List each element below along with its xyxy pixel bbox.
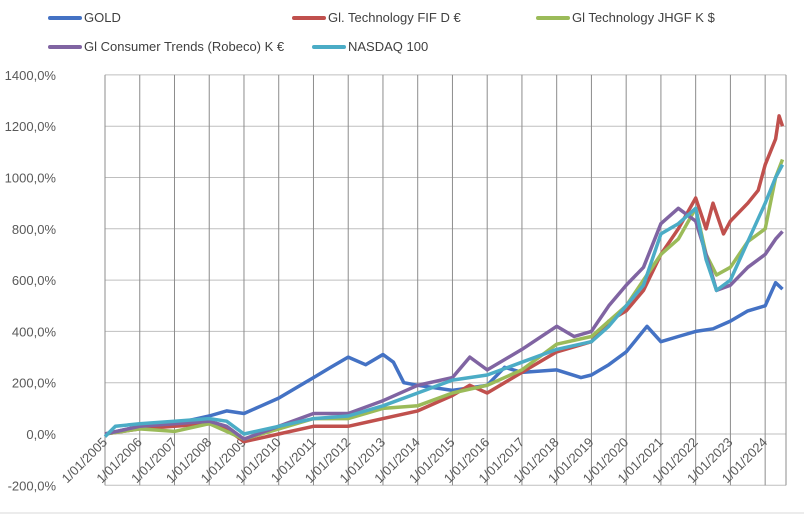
legend-swatch (48, 15, 82, 20)
legend-swatch (312, 44, 346, 49)
y-tick-label: 1000,0% (5, 171, 57, 186)
legend-label: NASDAQ 100 (348, 39, 429, 54)
legend-item-robeco: Gl Consumer Trends (Robeco) K € (48, 39, 284, 54)
legend-label: Gl Consumer Trends (Robeco) K € (84, 39, 285, 54)
legend-label: Gl Technology JHGF K $ (572, 10, 715, 25)
legend-swatch (48, 44, 82, 49)
y-tick-label: 1200,0% (5, 119, 57, 134)
y-tick-label: 200,0% (12, 376, 57, 391)
legend-swatch (536, 15, 570, 20)
y-tick-label: 0,0% (26, 427, 56, 442)
legend-swatch (292, 15, 326, 20)
y-tick-label: 600,0% (12, 273, 57, 288)
legend-label: Gl. Technology FIF D € (328, 10, 461, 25)
series-line-gl-consumer-trends-robeco-k (104, 206, 784, 441)
legend-item-nasdaq: NASDAQ 100 (312, 39, 428, 54)
legend-item-fif: Gl. Technology FIF D € (292, 10, 461, 25)
series-line-gl-technology-jhgf-k (104, 158, 785, 441)
y-tick-label: 400,0% (12, 324, 57, 339)
legend-item-jhgf: Gl Technology JHGF K $ (536, 10, 715, 25)
series-line-gl-technology-fif-d (104, 114, 785, 444)
y-tick-label: 800,0% (12, 222, 57, 237)
legend-label: GOLD (84, 10, 121, 25)
y-tick-label: -200,0% (8, 478, 57, 493)
series-line-gold (104, 280, 784, 436)
legend-item-gold: GOLD (48, 10, 121, 25)
y-tick-label: 1400,0% (5, 68, 57, 83)
series-line-nasdaq-100 (103, 163, 785, 438)
